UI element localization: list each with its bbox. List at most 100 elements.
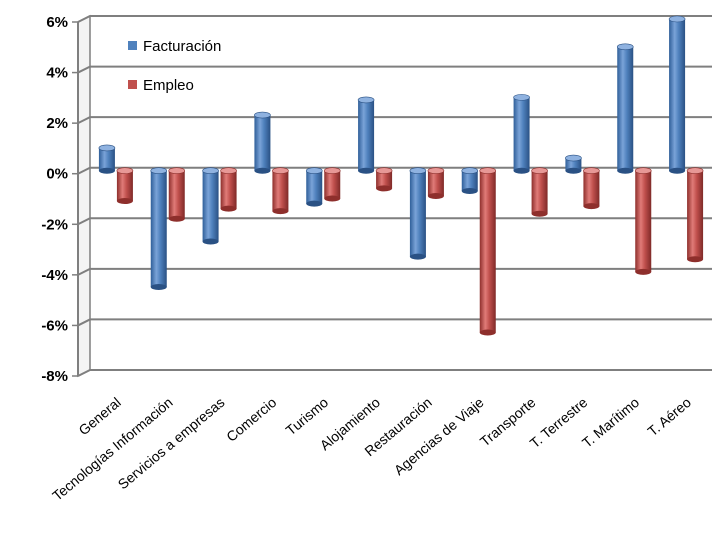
bar <box>220 167 237 212</box>
bar-body <box>479 170 496 333</box>
gridline <box>77 166 712 175</box>
bar-body <box>358 99 375 171</box>
bar-bottom-cap <box>409 253 426 260</box>
y-tick-label: -2% <box>41 216 68 233</box>
x-tick-label: T. Aéreo <box>644 394 694 439</box>
bar-top-cap <box>565 154 582 162</box>
gridline <box>77 15 712 23</box>
bar-bottom-cap <box>427 193 444 199</box>
x-tick-label: Comercio <box>223 394 279 445</box>
bar-top-cap <box>409 167 427 175</box>
bar-bottom-cap <box>635 268 652 275</box>
bar-bottom-cap <box>358 167 375 174</box>
bar-top-cap <box>531 167 548 175</box>
bar <box>479 167 497 336</box>
bar-top-cap <box>116 167 134 175</box>
bar <box>168 167 186 222</box>
x-tick-label: Turismo <box>283 394 332 439</box>
bar-body <box>168 170 185 219</box>
bar-body <box>617 46 634 171</box>
x-tick-label: General <box>75 394 123 438</box>
legend: Facturación Empleo <box>128 38 221 94</box>
bar <box>357 96 375 174</box>
bar-body <box>324 170 341 199</box>
bar-top-cap <box>634 167 652 175</box>
bar-bottom-cap <box>617 167 634 174</box>
bar-body <box>669 19 686 171</box>
bar-bottom-cap <box>376 185 393 192</box>
bar <box>616 43 634 174</box>
bar <box>461 167 479 194</box>
bar-top-cap <box>98 144 116 152</box>
y-tick-label: -8% <box>41 368 68 385</box>
bar <box>98 144 116 174</box>
bar-body <box>531 170 548 214</box>
bar-bottom-cap <box>583 203 600 210</box>
bar-body <box>427 170 444 196</box>
bar-bottom-cap <box>565 167 582 174</box>
bar-body <box>376 170 393 189</box>
y-tick-label: 2% <box>46 115 68 132</box>
gridline <box>77 65 712 74</box>
bar-body <box>220 170 237 209</box>
bar-top-cap <box>513 94 530 101</box>
bar-bottom-cap <box>531 210 548 217</box>
bar <box>583 167 600 210</box>
y-tick-label: 6% <box>46 14 68 31</box>
bar-body <box>202 170 219 242</box>
bar-bottom-cap <box>513 167 530 174</box>
gridline <box>77 318 712 327</box>
bar-bottom-cap <box>116 198 133 205</box>
gridline <box>77 116 712 125</box>
bar-body <box>306 170 323 204</box>
bar-bottom-cap <box>306 200 323 207</box>
bar <box>323 167 341 202</box>
bar-body <box>98 147 115 171</box>
bars <box>98 15 704 336</box>
bar-bottom-cap <box>220 205 237 212</box>
y-axis-ticks: 6% 4% 2% 0% -2% -4% -6% -8% <box>41 14 79 385</box>
bar-top-cap <box>254 111 271 119</box>
bar-bottom-cap <box>669 167 686 174</box>
bar-top-cap <box>427 167 445 175</box>
bar-top-cap <box>272 167 289 175</box>
legend-swatch <box>128 80 137 89</box>
bar-top-cap <box>686 167 704 175</box>
bar <box>254 111 271 174</box>
bar-bottom-cap <box>687 256 704 263</box>
bar-top-cap <box>479 167 497 175</box>
gridline <box>77 267 712 276</box>
bar-body <box>254 115 271 171</box>
bar <box>513 94 530 174</box>
bar <box>375 167 393 192</box>
bar <box>305 167 323 207</box>
gridline <box>77 369 712 377</box>
bar <box>150 167 168 291</box>
bar <box>565 154 582 174</box>
bar-top-cap <box>168 167 186 175</box>
legend-label: Empleo <box>143 77 194 94</box>
y-tick-label: -6% <box>41 317 68 334</box>
bar <box>272 167 289 215</box>
bar-top-cap <box>323 167 341 175</box>
bar-bottom-cap <box>202 238 219 245</box>
bar-body <box>687 170 704 260</box>
y-tick-label: 4% <box>46 65 68 82</box>
legend-swatch <box>128 41 137 50</box>
gridline <box>77 217 712 226</box>
bar-top-cap <box>202 167 219 175</box>
bar <box>116 167 134 205</box>
bar-top-cap <box>357 96 375 104</box>
x-tick-label: T. Marítimo <box>579 394 642 451</box>
bar-top-cap <box>616 43 634 51</box>
bar-top-cap <box>150 167 168 175</box>
bar-body <box>461 170 478 191</box>
y-tick-label: 0% <box>46 166 68 183</box>
bar <box>634 167 652 275</box>
bar-bottom-cap <box>150 284 167 291</box>
bar-body <box>513 97 530 171</box>
bar-body <box>116 170 133 202</box>
bar-bottom-cap <box>479 329 496 336</box>
bar-body <box>635 170 652 272</box>
